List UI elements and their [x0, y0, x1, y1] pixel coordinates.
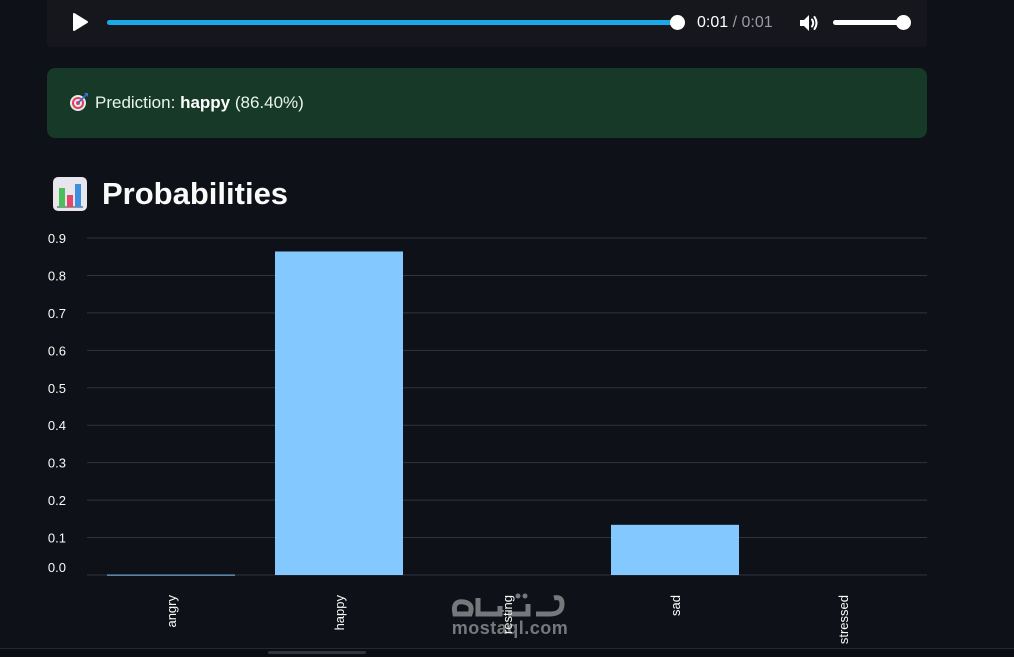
- x-tick-label-resting: resting: [500, 595, 515, 634]
- probabilities-chart: 0.0 0.1 0.2 0.3 0.4 0.5 0.6 0.7 0.8 0.9 angry happ…: [48, 231, 927, 645]
- probabilities-heading: Probabilities: [52, 172, 288, 216]
- total-time: 0:01: [741, 14, 773, 31]
- time-separator: /: [732, 14, 738, 31]
- prediction-confidence: (86.40%): [234, 93, 304, 112]
- y-tick-label: 0.4: [48, 418, 66, 433]
- time-readout: 0:01 / 0:01: [697, 13, 773, 33]
- play-button[interactable]: [65, 8, 93, 36]
- bar-angry[interactable]: [107, 574, 235, 576]
- y-tick-label: 0.0: [48, 560, 66, 575]
- volume-thumb[interactable]: [896, 15, 911, 30]
- audio-progress-bar[interactable]: [107, 15, 685, 30]
- y-tick-label: 0.9: [48, 231, 66, 246]
- bar-happy[interactable]: [275, 251, 403, 576]
- chart-bars: [107, 251, 739, 576]
- chart-y-axis: 0.0 0.1 0.2 0.3 0.4 0.5 0.6 0.7 0.8 0.9: [48, 231, 66, 575]
- play-icon: [73, 13, 88, 31]
- y-tick-label: 0.2: [48, 493, 66, 508]
- bar-sad[interactable]: [611, 524, 739, 575]
- prediction-emotion: happy: [180, 93, 231, 112]
- y-tick-label: 0.7: [48, 306, 66, 321]
- y-tick-label: 0.6: [48, 343, 66, 358]
- prediction-text: Prediction: happy (86.40%): [69, 92, 304, 114]
- audio-progress-thumb[interactable]: [670, 15, 685, 30]
- bottom-bar: [0, 648, 1014, 657]
- x-tick-label-stressed: stressed: [836, 595, 851, 644]
- current-time: 0:01: [697, 14, 729, 31]
- chart-gridlines: [87, 237, 927, 576]
- y-tick-label: 0.5: [48, 381, 66, 396]
- volume-fill: [833, 20, 903, 25]
- prediction-label: Prediction:: [95, 93, 176, 112]
- audio-player: 0:01 / 0:01: [47, 0, 927, 47]
- target-icon: [70, 93, 88, 111]
- section-title: Probabilities: [102, 176, 289, 211]
- chart-x-axis: angry happy resting sad stressed: [164, 595, 851, 645]
- volume-icon: [800, 15, 818, 31]
- y-tick-label: 0.1: [48, 531, 66, 546]
- volume-slider[interactable]: [833, 15, 911, 30]
- volume-button[interactable]: [797, 11, 821, 35]
- y-tick-label: 0.8: [48, 268, 66, 283]
- y-tick-label: 0.3: [48, 456, 66, 471]
- x-tick-label-sad: sad: [668, 595, 683, 616]
- bar-chart-icon: [53, 177, 87, 211]
- audio-progress-fill: [107, 20, 677, 25]
- bottom-scroll-handle[interactable]: [268, 651, 366, 654]
- x-tick-label-happy: happy: [332, 595, 347, 631]
- x-tick-label-angry: angry: [164, 595, 179, 628]
- prediction-alert: Prediction: happy (86.40%): [47, 68, 927, 138]
